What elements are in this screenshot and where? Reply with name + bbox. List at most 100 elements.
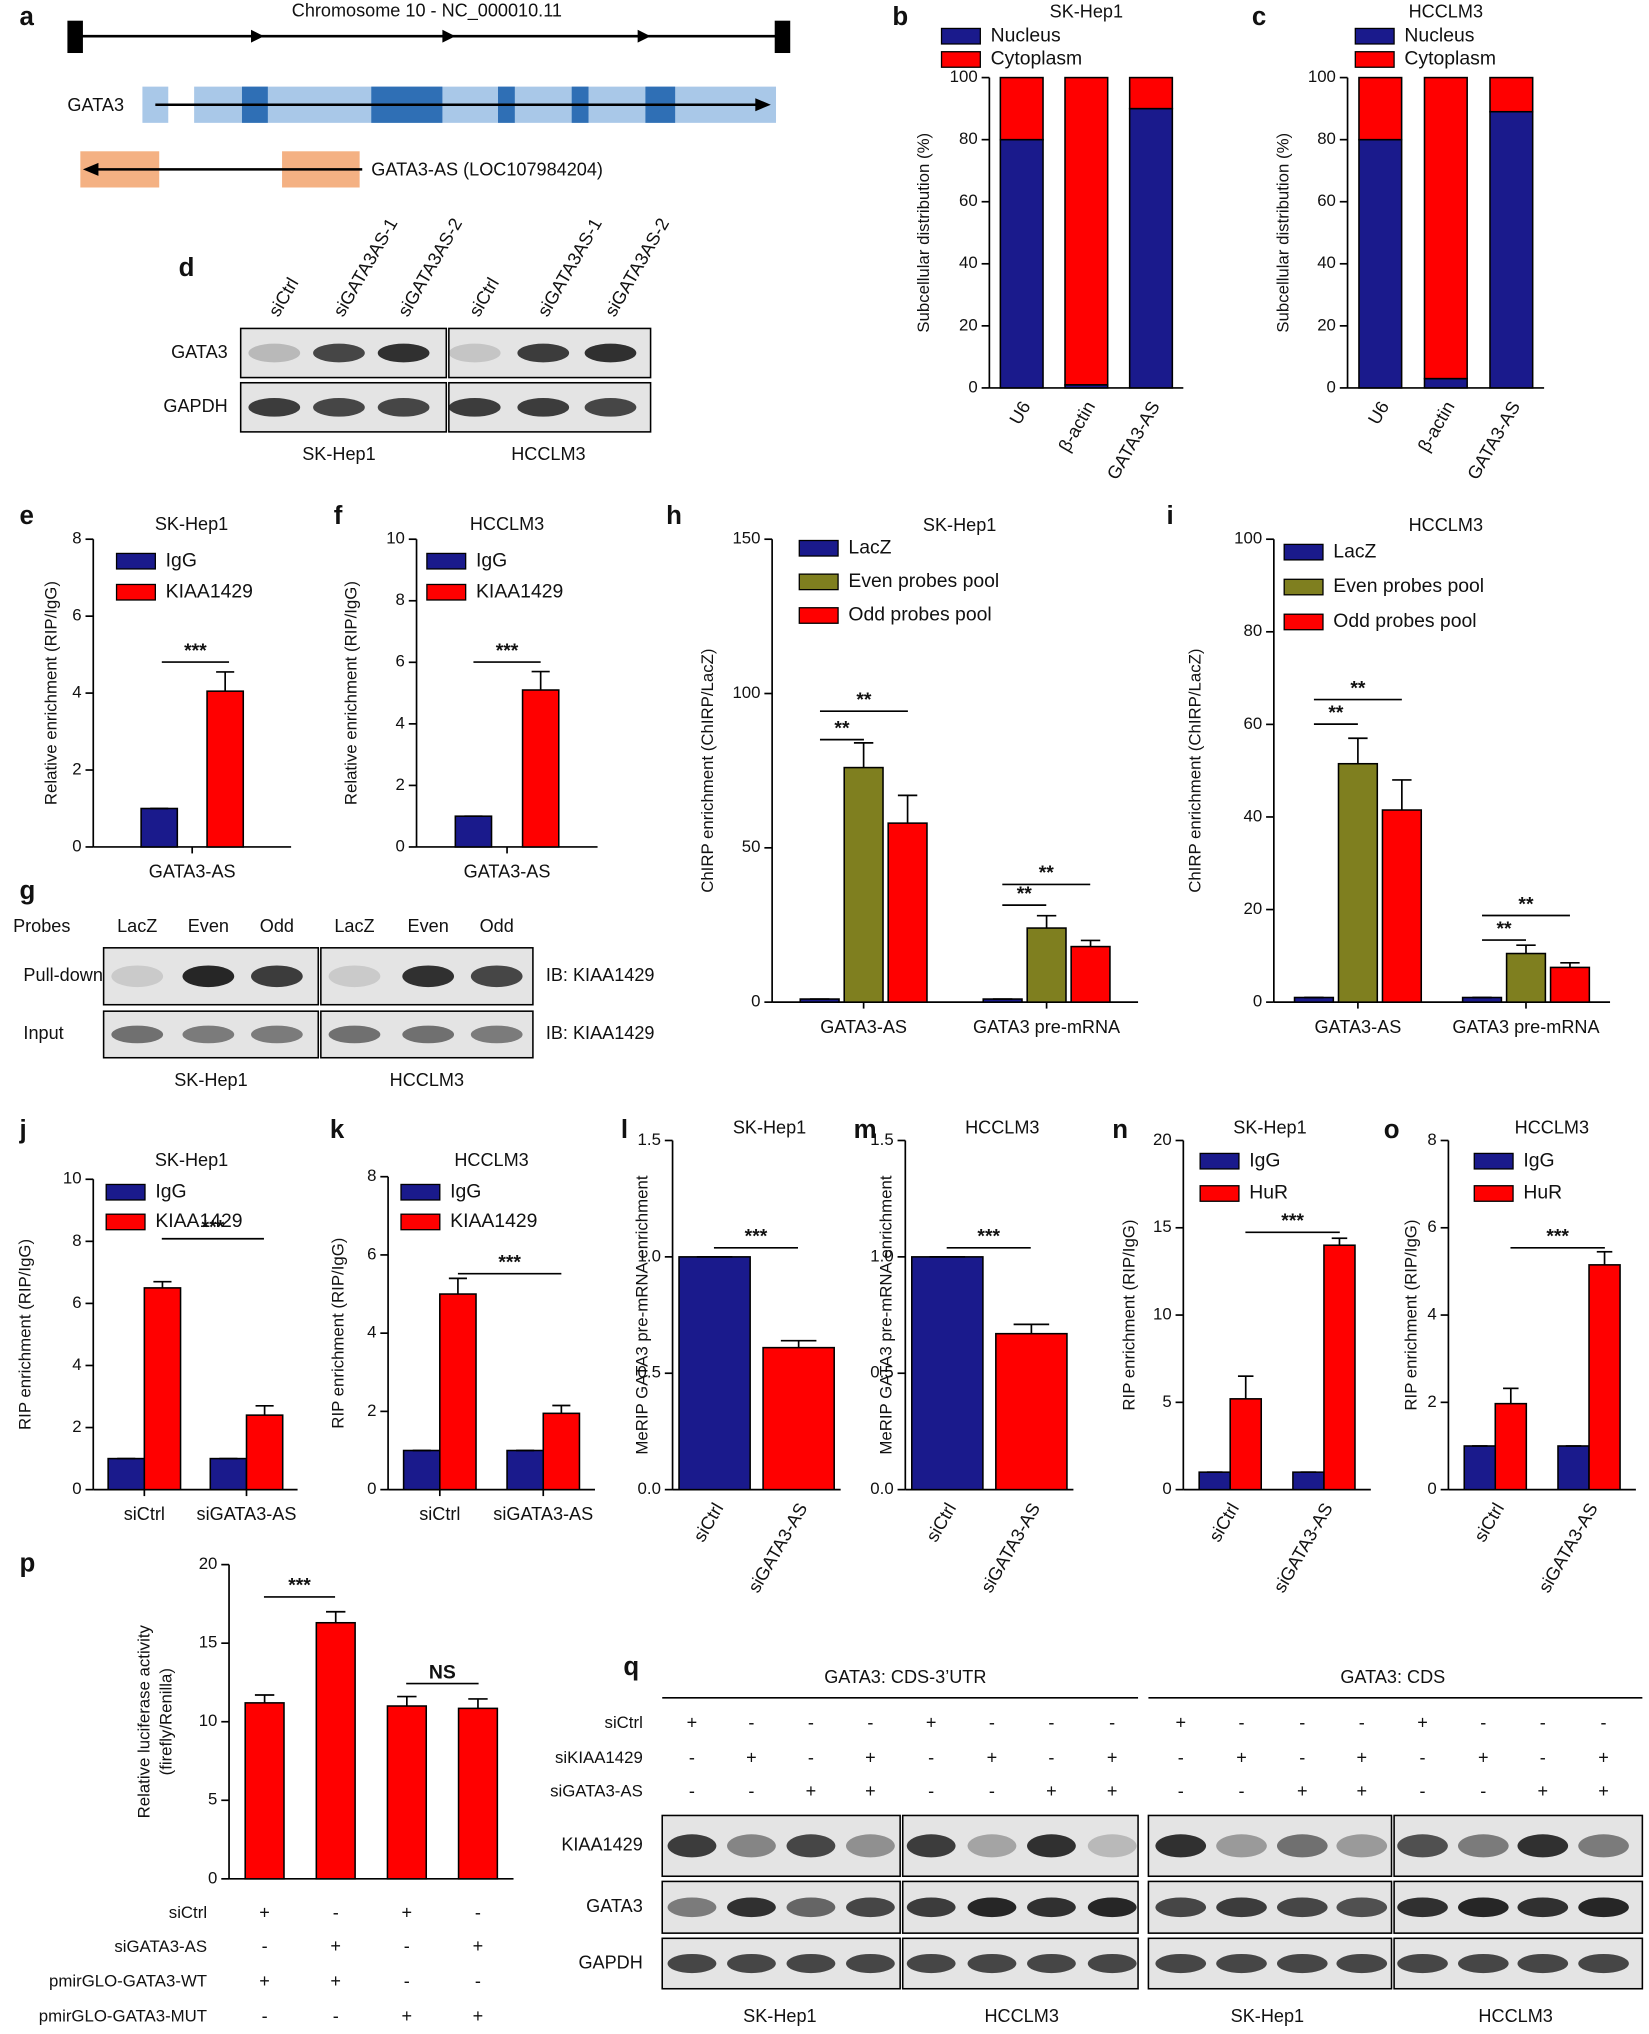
bar bbox=[244, 1702, 285, 1880]
legend-label: Nucleus bbox=[991, 24, 1061, 46]
y-tick-label: 6 bbox=[72, 606, 81, 625]
y-axis-label: MeRIP GATA3 pre-mRNA enrichment bbox=[877, 1175, 896, 1454]
row-label: GAPDH bbox=[578, 1952, 642, 1972]
bar bbox=[995, 1332, 1068, 1491]
condition-sign: - bbox=[808, 1747, 814, 1767]
blot-band bbox=[313, 343, 365, 363]
condition-sign: + bbox=[865, 1781, 876, 1801]
significance-label: *** bbox=[288, 1575, 311, 1597]
y-tick-label: 6 bbox=[1427, 1217, 1436, 1236]
bar bbox=[1026, 927, 1067, 1003]
condition-sign: - bbox=[1480, 1781, 1486, 1801]
legend-label: Nucleus bbox=[1404, 24, 1474, 46]
significance-label: ** bbox=[1518, 893, 1534, 915]
blot-band bbox=[328, 1025, 381, 1044]
panel-letter: i bbox=[1167, 502, 1174, 530]
y-tick-label: 4 bbox=[72, 1355, 81, 1374]
y-tick-label: 0 bbox=[1327, 377, 1336, 396]
bar bbox=[542, 1412, 581, 1491]
bar bbox=[506, 1449, 545, 1491]
cell-label: SK-Hep1 bbox=[1231, 2006, 1304, 2026]
blot-band bbox=[1336, 1953, 1388, 1974]
blot-band bbox=[584, 397, 637, 417]
condition-sign: - bbox=[1420, 1747, 1426, 1767]
y-tick-label: 1.0 bbox=[638, 1246, 661, 1265]
significance-label: ** bbox=[834, 717, 850, 739]
panel-letter: j bbox=[19, 1116, 27, 1144]
y-tick-label: 80 bbox=[959, 129, 978, 148]
y-tick-label: 60 bbox=[959, 191, 978, 210]
panel-letter: e bbox=[20, 502, 34, 530]
condition-sign: + bbox=[687, 1712, 698, 1732]
legend-swatch bbox=[1283, 578, 1324, 596]
y-tick-label: 0 bbox=[1427, 1479, 1436, 1498]
legend-label: IgG bbox=[1249, 1149, 1280, 1171]
condition-sign: - bbox=[1299, 1712, 1305, 1732]
y-tick-label: 6 bbox=[367, 1244, 376, 1263]
blot-band bbox=[1458, 1834, 1509, 1858]
blot-band bbox=[182, 965, 235, 988]
legend-swatch bbox=[1283, 543, 1324, 561]
antisense-label: GATA3-AS (LOC107984204) bbox=[371, 159, 603, 179]
chart-title: HCCLM3 bbox=[1409, 515, 1483, 535]
bar bbox=[1549, 966, 1591, 1003]
condition-sign: + bbox=[1417, 1712, 1428, 1732]
legend-label: LacZ bbox=[848, 536, 891, 558]
condition-sign: - bbox=[404, 1971, 410, 1991]
bar bbox=[206, 690, 245, 848]
condition-sign: + bbox=[1356, 1781, 1367, 1801]
y-tick-label: 0.0 bbox=[638, 1479, 661, 1498]
blot-band bbox=[313, 397, 365, 417]
blot-band bbox=[1578, 1834, 1629, 1858]
blot-band bbox=[1155, 1953, 1207, 1974]
gene-label: GATA3 bbox=[67, 95, 124, 115]
condition-sign: - bbox=[928, 1781, 934, 1801]
y-tick-label: 4 bbox=[72, 683, 81, 702]
legend-label: KIAA1429 bbox=[450, 1210, 537, 1232]
bar bbox=[1381, 809, 1423, 1003]
y-tick-label: 10 bbox=[386, 529, 405, 548]
antibody-label: IB: KIAA1429 bbox=[546, 1023, 655, 1043]
condition-sign: + bbox=[473, 2006, 484, 2026]
group-label: GATA3: CDS-3’UTR bbox=[824, 1667, 986, 1687]
y-axis-label: Relative luciferase activity bbox=[134, 1625, 153, 1819]
significance-label: *** bbox=[498, 1251, 521, 1273]
bar bbox=[678, 1256, 751, 1491]
blot-band bbox=[786, 1834, 836, 1858]
blot-header: Probes bbox=[13, 916, 70, 936]
y-tick-label: 6 bbox=[396, 652, 405, 671]
condition-sign: - bbox=[1178, 1747, 1184, 1767]
blot-band bbox=[377, 343, 430, 363]
x-tick-label: siCtrl bbox=[124, 1504, 165, 1524]
bar bbox=[245, 1414, 284, 1491]
chart-title: SK-Hep1 bbox=[733, 1118, 806, 1138]
blot-band bbox=[667, 1834, 717, 1858]
significance-label: ** bbox=[856, 689, 872, 711]
condition-sign: - bbox=[1359, 1712, 1365, 1732]
legend-swatch bbox=[1354, 27, 1395, 45]
row-label: GATA3 bbox=[586, 1896, 643, 1916]
blot-band bbox=[1517, 1897, 1569, 1918]
blot-band bbox=[846, 1897, 895, 1918]
panel-letter: c bbox=[1252, 3, 1266, 31]
legend-swatch bbox=[798, 539, 839, 557]
legend-swatch bbox=[115, 583, 156, 601]
y-tick-label: 2 bbox=[367, 1401, 376, 1420]
condition-sign: + bbox=[865, 1747, 876, 1767]
y-tick-label: 100 bbox=[732, 683, 760, 702]
blot-band bbox=[517, 343, 570, 363]
bar bbox=[457, 1707, 499, 1880]
legend-label: Even probes pool bbox=[1333, 575, 1484, 597]
condition-sign: - bbox=[404, 1936, 410, 1956]
bar bbox=[1070, 945, 1111, 1003]
y-tick-label: 5 bbox=[208, 1790, 217, 1809]
blot-band bbox=[328, 965, 381, 988]
blot-band bbox=[1027, 1897, 1076, 1918]
cell-label: HCCLM3 bbox=[511, 444, 585, 464]
panel-letter: k bbox=[330, 1116, 345, 1144]
bar bbox=[1064, 76, 1109, 386]
legend-swatch bbox=[798, 573, 839, 591]
bar bbox=[315, 1621, 356, 1880]
x-tick-label: GATA3-AS bbox=[464, 862, 551, 882]
cell-label: HCCLM3 bbox=[390, 1070, 464, 1090]
